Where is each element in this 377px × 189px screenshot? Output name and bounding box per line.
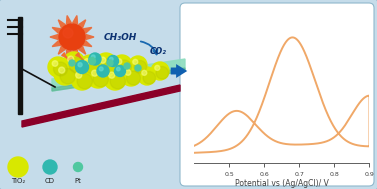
Polygon shape [52, 59, 185, 91]
Circle shape [8, 157, 28, 177]
Text: Pt: Pt [75, 178, 81, 184]
Circle shape [104, 68, 126, 90]
Circle shape [110, 57, 113, 61]
Circle shape [54, 63, 76, 85]
Circle shape [86, 60, 100, 74]
Circle shape [133, 59, 138, 64]
Text: CO₂: CO₂ [150, 46, 166, 56]
X-axis label: Potential vs (Ag/AgCl)/ V: Potential vs (Ag/AgCl)/ V [235, 179, 329, 188]
Polygon shape [79, 20, 86, 28]
FancyBboxPatch shape [180, 3, 374, 186]
Circle shape [87, 66, 109, 88]
Circle shape [58, 67, 65, 73]
Circle shape [48, 57, 68, 77]
Polygon shape [58, 20, 65, 28]
Circle shape [142, 70, 147, 75]
Circle shape [75, 60, 89, 74]
Circle shape [138, 67, 156, 85]
Circle shape [129, 56, 147, 74]
Circle shape [125, 70, 131, 75]
Polygon shape [52, 27, 61, 33]
Polygon shape [73, 15, 78, 24]
Circle shape [91, 55, 95, 59]
FancyArrowPatch shape [171, 64, 187, 78]
Circle shape [84, 59, 90, 64]
Circle shape [74, 163, 83, 171]
Circle shape [95, 53, 117, 75]
Circle shape [63, 28, 73, 38]
Circle shape [93, 71, 109, 87]
Circle shape [76, 72, 82, 78]
Circle shape [99, 67, 103, 71]
Polygon shape [50, 35, 58, 40]
Circle shape [110, 74, 126, 89]
Circle shape [101, 59, 116, 74]
Circle shape [109, 72, 115, 78]
Circle shape [92, 70, 98, 76]
Polygon shape [22, 85, 180, 127]
Text: CD: CD [45, 178, 55, 184]
Circle shape [107, 60, 113, 66]
Circle shape [121, 66, 141, 86]
Polygon shape [66, 15, 71, 24]
Circle shape [63, 52, 85, 74]
Polygon shape [79, 46, 86, 54]
Circle shape [143, 71, 156, 84]
Polygon shape [52, 41, 61, 46]
Polygon shape [86, 35, 94, 40]
Circle shape [97, 65, 109, 77]
Circle shape [60, 68, 75, 84]
Circle shape [52, 61, 58, 66]
Circle shape [100, 57, 106, 63]
Circle shape [135, 65, 141, 71]
Circle shape [67, 56, 74, 62]
Text: TiO₂: TiO₂ [11, 178, 25, 184]
Polygon shape [52, 68, 185, 91]
Polygon shape [83, 41, 92, 46]
Circle shape [89, 57, 95, 64]
Circle shape [59, 24, 85, 50]
Circle shape [155, 65, 160, 70]
Text: CH₃OH: CH₃OH [103, 33, 136, 42]
Circle shape [156, 67, 169, 79]
Polygon shape [18, 17, 22, 114]
Circle shape [80, 55, 100, 75]
Circle shape [127, 71, 141, 85]
Polygon shape [73, 50, 78, 58]
Circle shape [89, 53, 101, 65]
Circle shape [69, 57, 84, 73]
Circle shape [112, 55, 132, 75]
Polygon shape [66, 50, 71, 58]
Circle shape [118, 60, 132, 74]
Polygon shape [58, 46, 65, 54]
Circle shape [69, 60, 75, 66]
Circle shape [107, 56, 118, 67]
Circle shape [116, 67, 120, 71]
Circle shape [151, 62, 169, 80]
Circle shape [54, 62, 67, 76]
Circle shape [116, 59, 122, 64]
Circle shape [115, 66, 126, 77]
Circle shape [77, 74, 92, 89]
Circle shape [134, 60, 147, 73]
Polygon shape [83, 27, 92, 33]
Circle shape [124, 63, 130, 69]
Circle shape [71, 68, 93, 90]
Circle shape [78, 63, 82, 67]
Circle shape [43, 160, 57, 174]
